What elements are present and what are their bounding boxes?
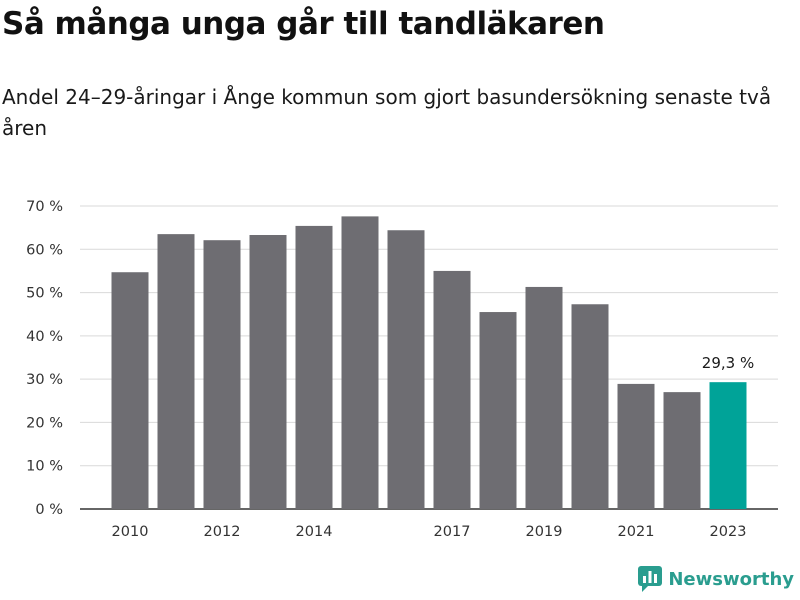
- y-tick-label: 0 %: [35, 502, 63, 518]
- bars: [111, 216, 747, 510]
- y-tick-label: 10 %: [26, 459, 63, 475]
- y-tick-label: 30 %: [26, 372, 63, 388]
- newsworthy-brand: Newsworthy: [638, 566, 794, 592]
- y-tick-label: 40 %: [26, 329, 63, 345]
- bar: [387, 230, 425, 510]
- x-axis-ticks: 2010 2012 2014 2017 2019 2021 2023: [112, 524, 747, 540]
- highlight-value-label: 29,3 %: [702, 354, 754, 372]
- y-tick-label: 20 %: [26, 415, 63, 431]
- bar: [111, 272, 149, 509]
- bar-highlight: [709, 382, 747, 509]
- x-tick-label: 2010: [112, 524, 149, 540]
- y-axis-ticks: 0 % 10 % 20 % 30 % 40 % 50 % 60 % 70 %: [26, 199, 63, 518]
- chart-title: Så många unga går till tandläkaren: [2, 6, 605, 42]
- bar: [203, 240, 241, 509]
- x-tick-label: 2014: [296, 524, 333, 540]
- bar: [433, 270, 471, 509]
- y-tick-label: 60 %: [26, 242, 63, 258]
- data-labels: 29,3 %: [702, 354, 754, 372]
- x-tick-label: 2012: [204, 524, 241, 540]
- x-tick-label: 2021: [618, 524, 655, 540]
- bar: [249, 235, 287, 509]
- newsworthy-logo-icon: [638, 566, 663, 592]
- bar: [157, 234, 195, 509]
- y-tick-label: 50 %: [26, 286, 63, 302]
- chart-subtitle: Andel 24–29-åringar i Ånge kommun som gj…: [2, 85, 772, 140]
- y-tick-label: 70 %: [26, 199, 63, 215]
- bar: [663, 392, 701, 509]
- bar: [341, 216, 379, 510]
- bar: [479, 312, 517, 509]
- bar: [525, 286, 563, 509]
- bar: [617, 383, 655, 509]
- x-tick-label: 2019: [526, 524, 563, 540]
- grid-lines: [80, 205, 778, 510]
- x-tick-label: 2017: [434, 524, 471, 540]
- bar: [295, 225, 333, 509]
- brand-name: Newsworthy: [668, 568, 794, 590]
- bar: [571, 304, 609, 509]
- x-tick-label: 2023: [710, 524, 747, 540]
